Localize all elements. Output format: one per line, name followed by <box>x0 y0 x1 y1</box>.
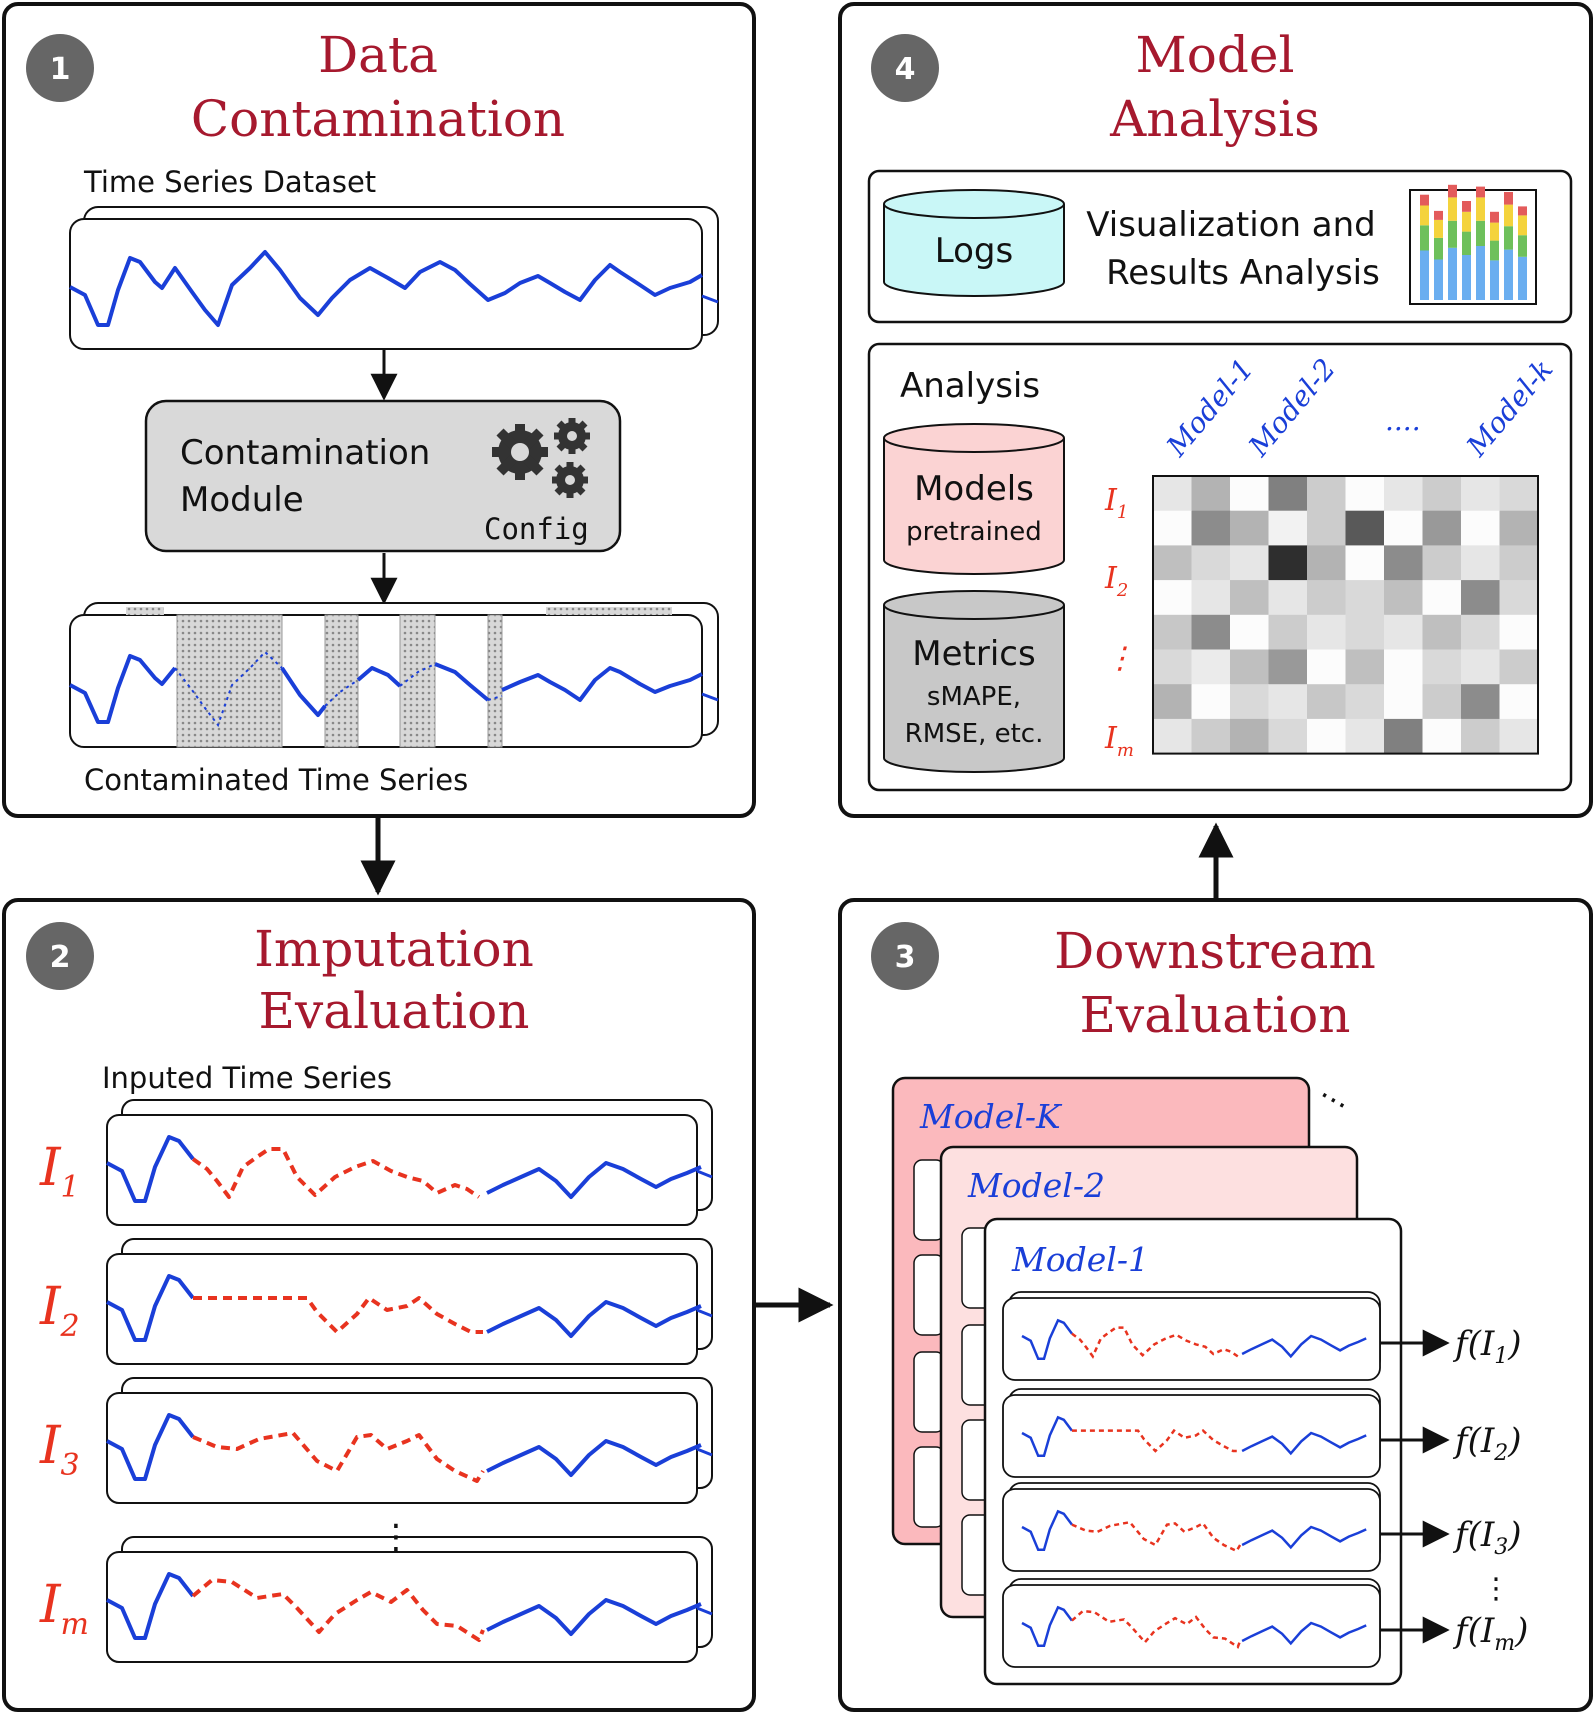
module-line2: Module <box>180 480 304 520</box>
imputed-label: Inputed Time Series <box>102 1061 392 1095</box>
metrics-sub2: RMSE, etc. <box>905 719 1044 749</box>
step-badge-2 <box>26 922 94 990</box>
panel-imputation-evaluation: 2 Imputation Evaluation Inputed Time Ser… <box>2 898 756 1712</box>
models-sub: pretrained <box>906 517 1042 547</box>
input-card <box>1002 1297 1381 1381</box>
imputed-segment <box>192 1431 485 1483</box>
observed-segment <box>106 1413 195 1481</box>
step-badge-4 <box>871 34 939 102</box>
observed-segment <box>486 1300 702 1338</box>
imputed-series-row: Im <box>39 1536 713 1663</box>
logs-database <box>883 189 1065 297</box>
viz-line1: Visualization and <box>1086 205 1376 245</box>
imputed-segment <box>193 1296 483 1334</box>
imputed-series-row: I1 <box>39 1099 713 1226</box>
dataset-series <box>69 250 704 327</box>
model-input-row: f(I1) <box>1002 1291 1522 1381</box>
viz-line2: Results Analysis <box>1106 253 1380 293</box>
output-function: f(I2) <box>1452 1421 1522 1466</box>
module-line1: Contamination <box>180 433 430 473</box>
bar-chart-icon <box>1409 184 1537 305</box>
step-badge-1 <box>26 34 94 102</box>
step-number: 3 <box>895 940 916 975</box>
outputs-ellipsis: ⋮ <box>1482 1571 1511 1605</box>
panel-title-line1: Data <box>318 26 438 84</box>
contaminated-label: Contaminated Time Series <box>84 763 468 797</box>
model-k-label: Model-K <box>919 1097 1063 1136</box>
heatmap-row-label: ⋮ <box>1105 641 1135 676</box>
step-badge-3 <box>871 922 939 990</box>
observed-segment <box>106 1572 195 1640</box>
models-label: Models <box>914 469 1034 509</box>
analysis-label: Analysis <box>900 366 1040 406</box>
observed-segment <box>486 1161 702 1199</box>
panel-title-line2: Contamination <box>191 90 565 148</box>
observed-segment <box>106 1274 195 1342</box>
input-card <box>1002 1394 1381 1478</box>
panel-title-line2: Evaluation <box>1080 986 1351 1044</box>
series-card <box>106 1392 698 1504</box>
panel-data-contamination: 1 Data Contamination Time Series Dataset… <box>2 2 756 818</box>
missing-blocks <box>176 614 503 748</box>
model-2-label: Model-2 <box>967 1166 1105 1205</box>
models-database <box>883 423 1065 575</box>
model-input-row: f(I3) <box>1002 1482 1522 1572</box>
dataset-label: Time Series Dataset <box>83 165 376 199</box>
logs-label: Logs <box>935 231 1013 271</box>
panel-title-line1: Imputation <box>254 920 534 978</box>
observed-segment <box>486 1598 702 1636</box>
panel-title-line1: Downstream <box>1054 922 1376 980</box>
heatmap-column-label: .... <box>1385 404 1421 437</box>
step-number: 4 <box>895 52 916 87</box>
imputed-segment <box>191 1147 481 1199</box>
series-card <box>106 1551 698 1663</box>
output-function: f(I1) <box>1452 1324 1522 1369</box>
imputed-series-row: I3 <box>39 1377 713 1504</box>
output-function: f(I3) <box>1452 1515 1522 1560</box>
step-number: 1 <box>50 52 71 87</box>
panel-title-line2: Analysis <box>1109 90 1320 148</box>
model-1-inputs: f(I1) f(I2) f(I3) f(Im) <box>1002 1291 1528 1668</box>
imputed-segment <box>191 1578 485 1642</box>
metrics-label: Metrics <box>912 634 1035 674</box>
panel-model-analysis: 4 Model Analysis Logs Visualization and … <box>838 2 1593 818</box>
gears-icon <box>492 418 590 498</box>
model-1-label: Model-1 <box>1011 1240 1149 1279</box>
panel-title-line2: Evaluation <box>259 982 530 1040</box>
observed-segment <box>486 1439 702 1477</box>
step-number: 2 <box>50 940 71 975</box>
results-heatmap <box>1152 475 1539 755</box>
metrics-database <box>883 590 1065 773</box>
imputed-series-row: I2 <box>39 1238 713 1365</box>
input-card <box>1002 1584 1381 1668</box>
output-function: f(Im) <box>1452 1611 1528 1656</box>
config-label: Config <box>484 512 589 546</box>
panel-title-line1: Model <box>1136 26 1295 84</box>
panel-downstream-evaluation: 3 Downstream Evaluation Model-K ⋯ Model-… <box>838 898 1593 1712</box>
metrics-sub1: sMAPE, <box>927 682 1021 712</box>
series-card <box>106 1114 698 1226</box>
model-input-row: f(I2) <box>1002 1388 1522 1478</box>
observed-segment <box>106 1135 195 1203</box>
rows-ellipsis: ⋮ <box>379 1517 413 1557</box>
model-input-row: f(Im) <box>1002 1578 1528 1668</box>
dataset-card <box>69 218 703 350</box>
